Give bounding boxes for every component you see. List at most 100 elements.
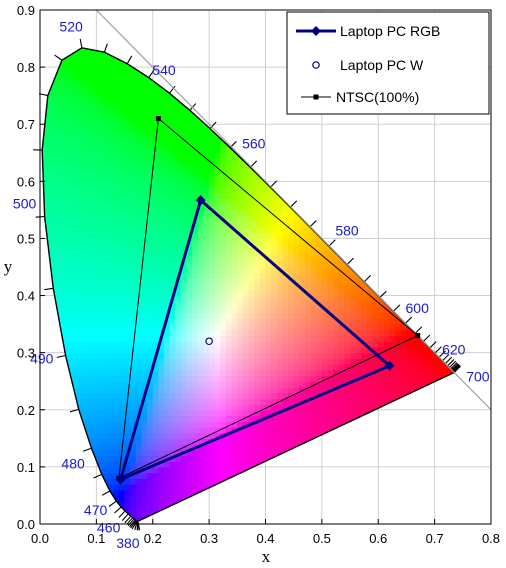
series-layer [115, 116, 421, 485]
y-tick-label: 0.9 [17, 3, 35, 18]
locus-tick [453, 365, 461, 373]
legend-label-laptop-w: Laptop PC W [340, 57, 424, 73]
locus-tick [121, 513, 129, 521]
locus-tick [108, 500, 117, 507]
wavelength-label-520: 520 [59, 18, 83, 34]
ntsc-marker [155, 116, 161, 122]
locus-tick [452, 364, 460, 372]
wavelength-label-580: 580 [335, 222, 359, 238]
locus-tick [450, 362, 458, 370]
y-tick-label: 0.4 [17, 289, 35, 304]
wavelength-label-560: 560 [242, 136, 266, 152]
y-tick-label: 0.6 [17, 174, 35, 189]
x-tick-label: 0.1 [87, 531, 105, 546]
locus-tick [414, 326, 423, 334]
laptop-rgb-marker [384, 360, 395, 371]
x-tick-label: 0.2 [144, 531, 162, 546]
locus-tick [209, 121, 217, 129]
locus-tick [442, 354, 450, 362]
locus-tick [69, 408, 79, 413]
locus-tick [169, 85, 176, 94]
x-axis-ticks: 0.0 0.1 0.2 0.3 0.4 0.5 0.6 0.7 0.8 [31, 519, 500, 546]
wavelength-label-470: 470 [84, 502, 108, 518]
laptop-rgb-marker [115, 474, 126, 485]
y-tick-label: 0.5 [17, 231, 35, 246]
locus-tick [82, 447, 92, 452]
x-tick-label: 0.3 [200, 531, 218, 546]
locus-tick [101, 490, 111, 496]
y-tick-label: 0.3 [17, 346, 35, 361]
locus-tick [444, 356, 453, 364]
wavelength-label-700: 700 [466, 368, 490, 384]
wavelength-ticks [33, 38, 461, 531]
y-tick-label: 0.1 [17, 460, 35, 475]
locus-tick [438, 350, 446, 358]
locus-tick [114, 506, 122, 514]
wavelength-label-600: 600 [406, 300, 430, 316]
legend-item-ntsc: NTSC(100%) [301, 89, 419, 105]
locus-tick [451, 363, 459, 371]
y-tick-label: 0.0 [17, 517, 35, 532]
locus-tick [93, 473, 103, 479]
locus-tick [127, 518, 135, 527]
legend-item-laptop-rgb: Laptop PC RGB [296, 23, 440, 39]
wavelength-label-380: 380 [116, 535, 140, 551]
locus-tick [328, 239, 336, 247]
locus-tick [429, 341, 437, 349]
locus-tick [131, 520, 138, 530]
locus-tick [38, 93, 48, 97]
x-tick-label: 0.7 [426, 531, 444, 546]
locus-tick [447, 359, 455, 367]
locus-tick [423, 334, 431, 342]
x-tick-label: 0.4 [256, 531, 274, 546]
legend-item-laptop-w: Laptop PC W [312, 57, 424, 73]
locus-tick [148, 69, 155, 78]
locus-tick [346, 257, 354, 265]
x-axis-title: x [262, 547, 271, 566]
y-axis-ticks: 0.0 0.1 0.2 0.3 0.4 0.5 0.6 0.7 0.8 0.9 [17, 3, 45, 532]
locus-tick [103, 43, 108, 53]
laptop-rgb-marker [195, 195, 206, 206]
legend: Laptop PC RGB Laptop PC W NTSC(100%) [286, 11, 490, 115]
locus-tick [393, 304, 401, 312]
wavelength-label-500: 500 [13, 195, 37, 211]
series-ntsc-line [118, 117, 419, 480]
locus-tick [270, 180, 278, 188]
locus-tick [124, 515, 132, 524]
wavelength-label-480: 480 [61, 456, 85, 472]
x-tick-label: 0.5 [313, 531, 331, 546]
wavelength-label-490: 490 [30, 351, 54, 367]
y-axis-title: y [4, 257, 13, 276]
locus-tick [79, 38, 83, 48]
locus-tick [448, 360, 457, 368]
locus-tick [126, 55, 133, 65]
x-tick-label: 0.8 [482, 531, 500, 546]
locus-tick [54, 54, 63, 61]
y-tick-label: 0.2 [17, 403, 35, 418]
legend-label-laptop-rgb: Laptop PC RGB [340, 23, 440, 39]
x-tick-label: 0.0 [31, 531, 49, 546]
locus-tick [289, 200, 298, 208]
locus-tick [405, 316, 413, 324]
legend-label-ntsc: NTSC(100%) [336, 89, 419, 105]
series-laptop-rgb-line [118, 197, 391, 483]
laptop-w-marker [205, 337, 213, 346]
ntsc-marker [415, 333, 421, 339]
boundary-diagonal-line [95, 9, 492, 411]
wavelength-label-620: 620 [442, 341, 466, 357]
locus-tick [126, 517, 134, 525]
wavelength-label-540: 540 [152, 62, 176, 78]
x-tick-label: 0.6 [369, 531, 387, 546]
locus-tick [118, 510, 126, 518]
locus-tick [134, 521, 138, 531]
locus-tick [44, 287, 54, 291]
y-tick-label: 0.7 [17, 117, 35, 132]
locus-tick [452, 364, 460, 372]
locus-tick [434, 346, 442, 354]
locus-tick [309, 220, 317, 228]
locus-tick [451, 363, 459, 371]
locus-tick [379, 290, 387, 298]
y-tick-label: 0.8 [17, 60, 35, 75]
